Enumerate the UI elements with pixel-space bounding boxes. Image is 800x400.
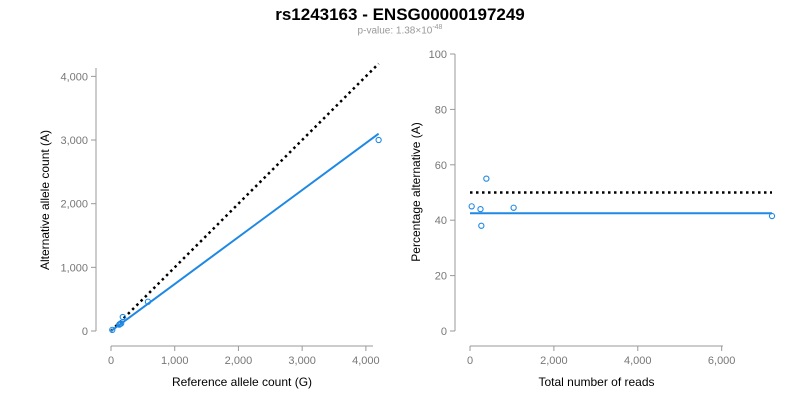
data-point [468,203,475,210]
chart-left-panel: 0 1,000 2,000 3,000 4,000 0 1,000 2,000 3,000 4,0… [38,62,382,389]
y-tick-label: 0 [82,326,88,338]
x-axis-title: Total number of reads [538,375,654,389]
x-tick-label: 4,000 [624,355,652,367]
y-tick-label: 60 [435,160,447,172]
x-tick-label: 0 [467,355,473,367]
y-tick-label: 4,000 [60,71,88,83]
fit-line [110,132,380,332]
y-tick-label: 80 [435,104,447,116]
reference-line [110,62,380,332]
x-tick-label: 2,000 [225,355,253,367]
data-point [109,326,116,334]
x-axis-title: Reference allele count (G) [172,375,312,389]
y-tick-label: 1,000 [60,262,88,274]
data-point [510,204,517,211]
y-tick-label: 2,000 [60,199,88,211]
chart-subtitle: p-value: 1.38×10-48 [0,24,800,36]
y-tick-label: 100 [429,49,447,61]
data-point [768,212,776,220]
data-point [483,175,490,182]
chart-right-panel: 0 20 40 60 80 100 0 2,000 4,000 6,000 Total number… [409,49,776,389]
y-tick-label: 20 [435,271,447,283]
x-tick-label: 0 [108,355,114,367]
y-tick-label: 0 [441,326,447,338]
y-axis-title: Alternative allele count (A) [38,130,52,270]
y-axis-title: Percentage alternative (A) [409,122,423,261]
x-tick-label: 4,000 [352,355,380,367]
y-tick-label: 40 [435,215,447,227]
data-point [375,136,382,144]
y-tick-label: 3,000 [60,135,88,147]
data-point [477,205,484,213]
data-point [144,298,152,305]
x-tick-label: 3,000 [288,355,316,367]
data-point [118,320,125,327]
data-point [478,222,485,229]
chart-title: rs1243163 - ENSG00000197249 [275,5,525,24]
p-value-text: p-value: 1.38×10 [357,25,433,37]
x-tick-label: 1,000 [161,355,189,367]
p-value-exponent: -48 [432,24,443,31]
x-tick-label: 6,000 [708,355,736,367]
x-tick-label: 2,000 [540,355,568,367]
data-point [119,313,126,321]
